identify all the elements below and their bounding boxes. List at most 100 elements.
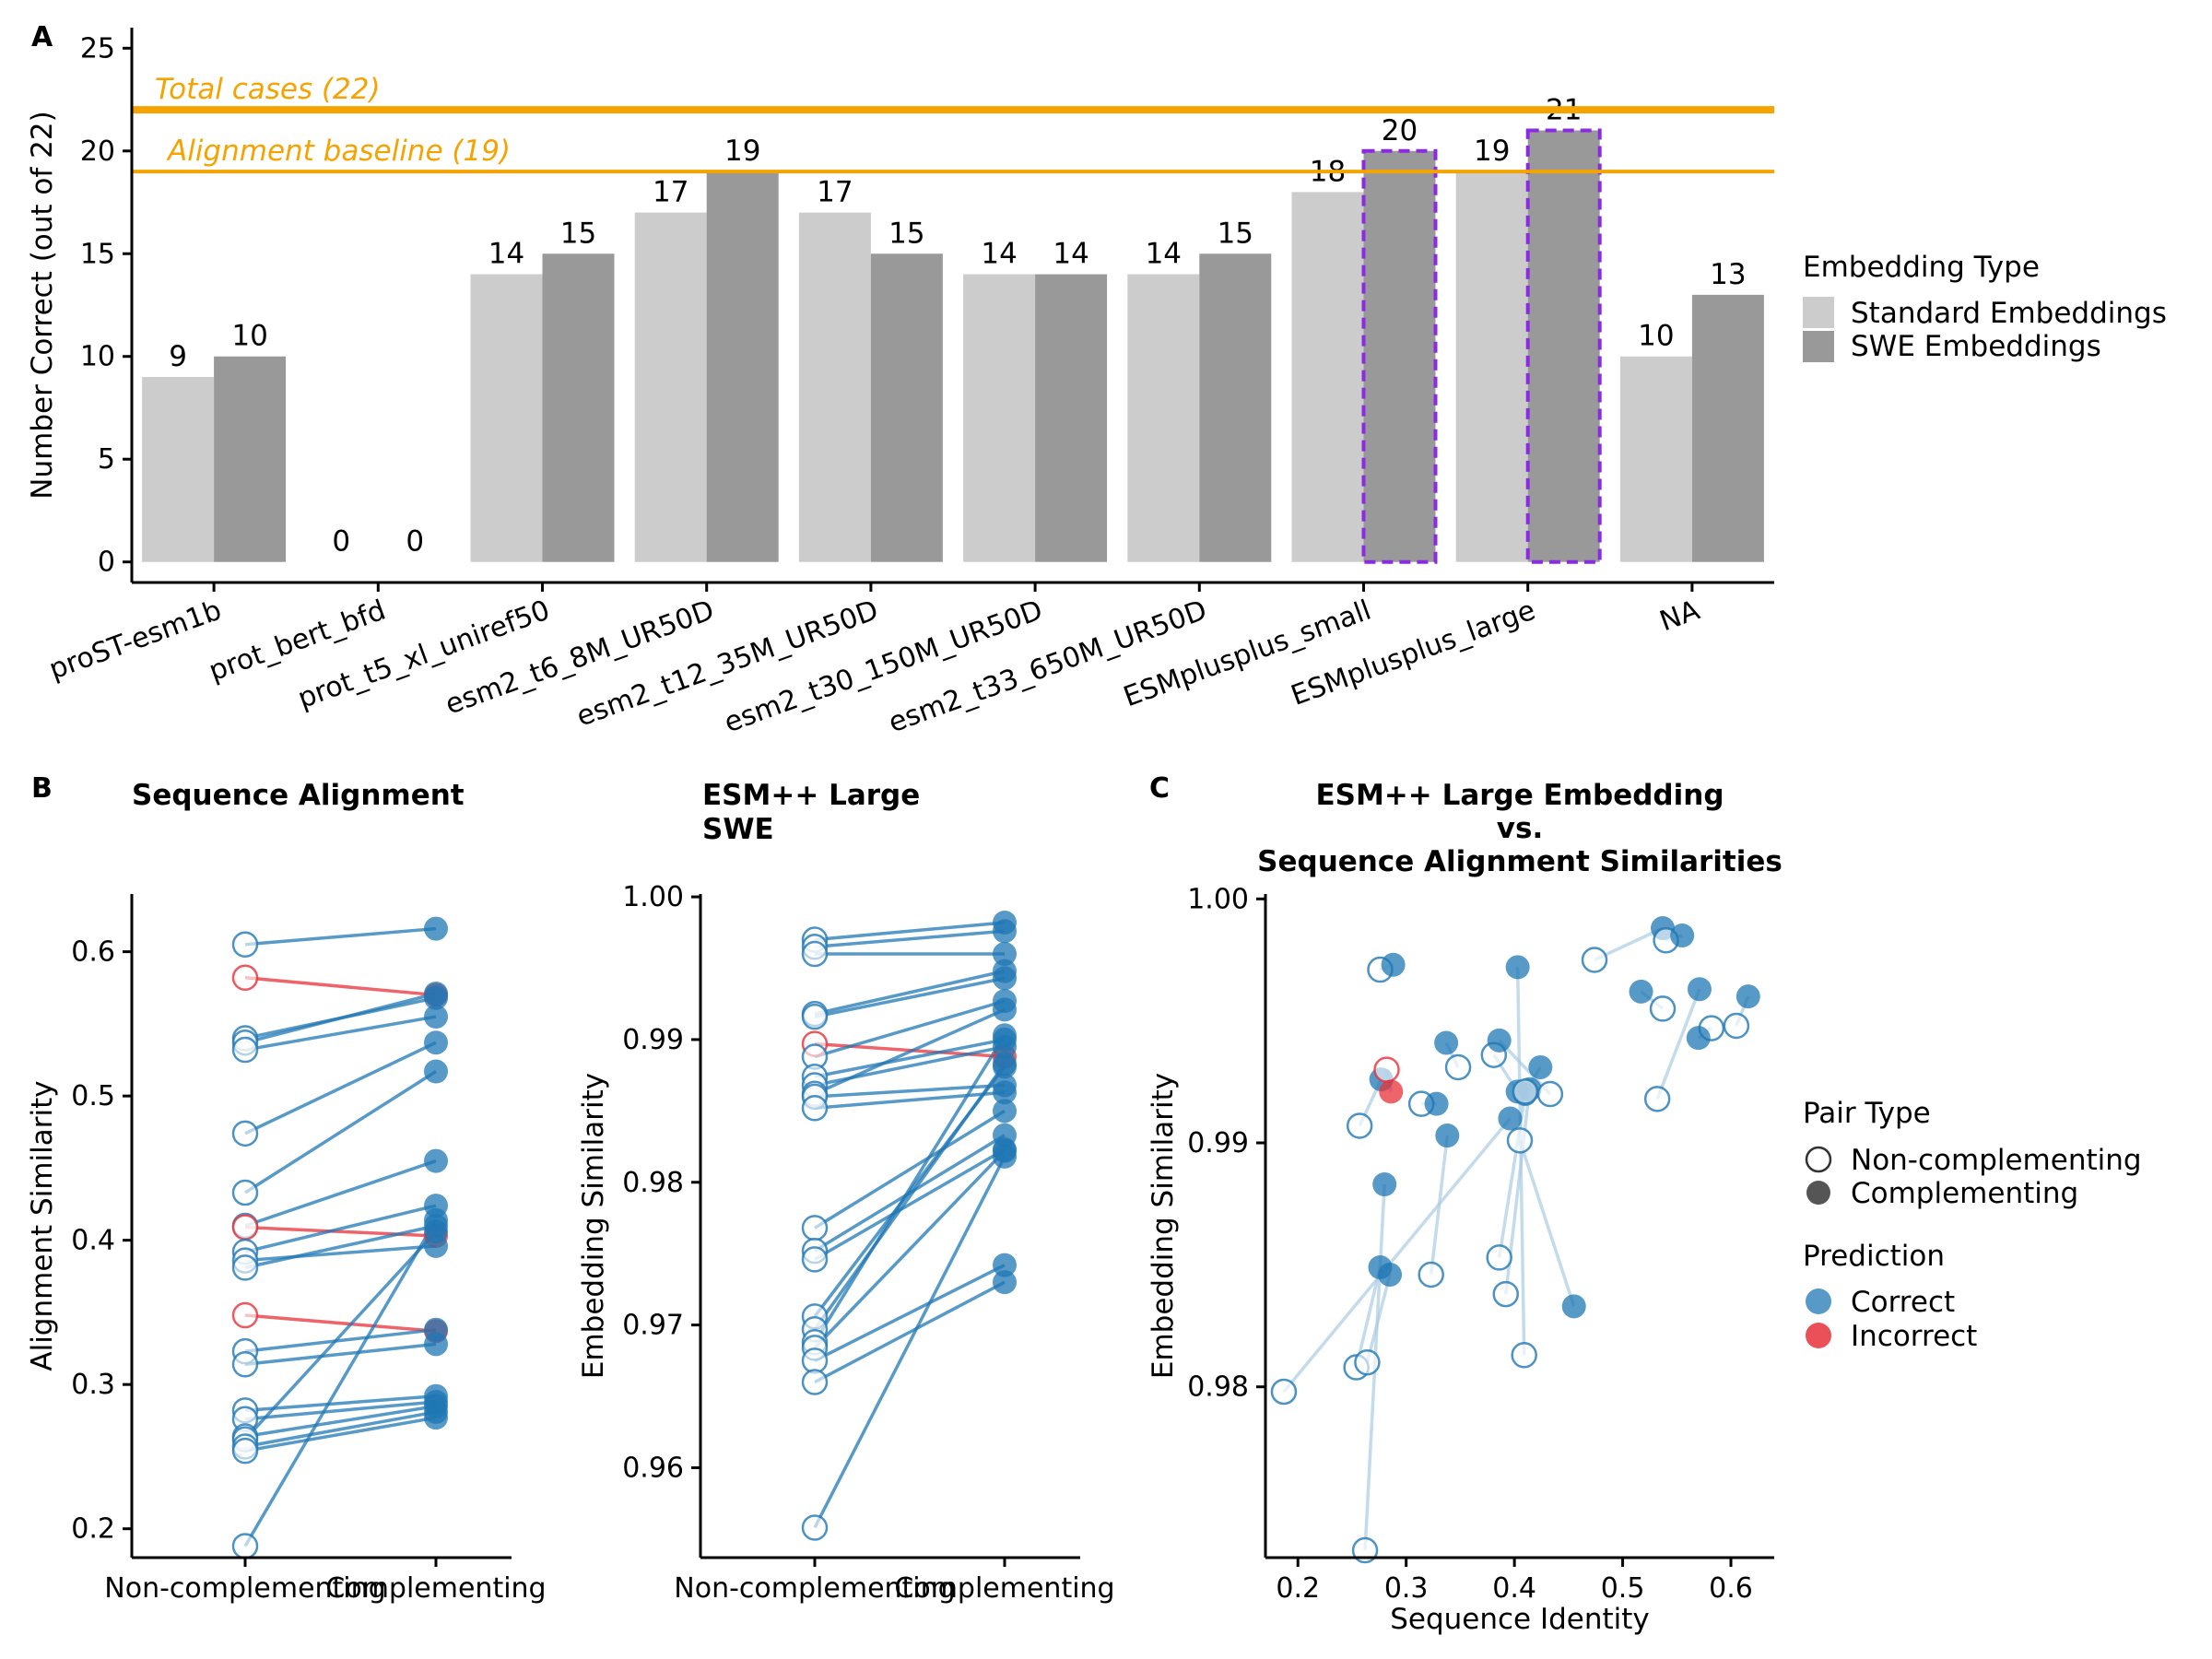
pair-line: [244, 976, 437, 997]
point-complementing: [1561, 1294, 1586, 1319]
point-noncomplementing: [801, 1514, 829, 1541]
bar-label: 19: [724, 135, 760, 168]
x-tick-label: Non-complementing: [104, 1572, 385, 1605]
legend-standard-label: Standard Embeddings: [1851, 297, 2167, 330]
x-tick-label: 0.2: [1276, 1572, 1320, 1605]
point-noncomplementing: [1486, 1244, 1512, 1271]
point-noncomplementing: [231, 964, 259, 992]
pair-line: [814, 929, 1006, 949]
pair-line: [813, 1063, 1006, 1331]
bar-label: 10: [231, 320, 267, 353]
point-complementing: [424, 1005, 448, 1030]
pair-line: [244, 1410, 437, 1449]
y-tick-label: 0.3: [71, 1369, 115, 1401]
bar-label: 0: [406, 525, 424, 559]
legend-prediction-title: Prediction: [1803, 1240, 1945, 1273]
x-tick-label: 0.4: [1492, 1572, 1536, 1605]
pair-link: [1354, 1266, 1382, 1368]
pair-line: [813, 1156, 1006, 1529]
x-tick-label: Complementing: [325, 1572, 546, 1605]
pair-line: [244, 1225, 437, 1238]
pair-line: [814, 1109, 1006, 1230]
pair-line: [244, 1313, 437, 1334]
pair-link: [1515, 967, 1526, 1356]
bar-label: 19: [1474, 135, 1510, 168]
y-tick-label: 0.99: [622, 1024, 684, 1056]
pair-line: [814, 1038, 1006, 1078]
x-tick-label: Complementing: [894, 1572, 1114, 1605]
y-tick-label: 0.99: [1187, 1127, 1249, 1159]
highlight-box: [1361, 148, 1438, 564]
x-tick-label: proST-esm1b: [45, 594, 226, 687]
point-noncomplementing: [1492, 1280, 1519, 1308]
y-tick-label: 15: [80, 238, 115, 270]
pair-line: [244, 1400, 437, 1421]
bar-label: 15: [1218, 217, 1253, 250]
point-complementing: [1487, 1028, 1512, 1053]
pair-line: [244, 992, 437, 1044]
point-noncomplementing: [801, 1095, 829, 1122]
point-complementing: [424, 916, 448, 941]
bar-label: 9: [169, 340, 187, 373]
pair-line: [244, 1070, 437, 1194]
pair-line: [813, 1034, 1006, 1344]
point-complementing: [424, 1332, 448, 1357]
panel-title: ESM++ Large Embedding: [1315, 779, 1724, 812]
point-noncomplementing: [1649, 995, 1677, 1022]
bar-swe-esm2_t6_8M_UR50D: [706, 171, 779, 562]
bar-standard-NA: [1619, 356, 1692, 562]
point-complementing: [993, 919, 1017, 944]
y-axis-title: Embedding Similarity: [1147, 1073, 1180, 1379]
y-tick-label: 0.2: [71, 1513, 115, 1546]
legend-prediction: Prediction Correct Incorrect: [1803, 1240, 1977, 1353]
pair-line: [814, 1147, 1006, 1261]
point-noncomplementing: [801, 1369, 829, 1395]
point-noncomplementing: [1270, 1378, 1298, 1406]
bar-standard-ESMplusplus_small: [1291, 192, 1364, 562]
panel-letter-a: A: [31, 21, 53, 53]
legend-correct-label: Correct: [1851, 1286, 1955, 1319]
x-tick-label: esm2_t33_650M_UR50D: [884, 594, 1211, 740]
pair-line: [814, 1264, 1006, 1362]
legend-pair-type: Pair Type Non-complementing Complementin…: [1803, 1097, 2142, 1210]
bar-label: 14: [1146, 238, 1182, 271]
point-noncomplementing: [1418, 1261, 1444, 1288]
x-tick-label: 0.5: [1601, 1572, 1645, 1605]
highlight-box: [1525, 128, 1602, 564]
bar-standard-esm2_t30_150M_UR50D: [963, 274, 1036, 562]
panel-title: Sequence Alignment Similarities: [1257, 845, 1783, 878]
panel-title: SWE: [702, 813, 774, 846]
legend-noncomplementing-label: Non-complementing: [1851, 1144, 2142, 1177]
point-noncomplementing: [231, 1036, 259, 1064]
y-tick-label: 0: [98, 547, 115, 579]
point-complementing: [993, 1270, 1017, 1295]
pair-line: [244, 1224, 437, 1270]
point-noncomplementing: [1536, 1080, 1564, 1108]
bar-swe-prot_t5_xl_uniref50: [542, 253, 615, 562]
y-tick-label: 10: [80, 341, 115, 373]
point-noncomplementing: [1346, 1112, 1373, 1139]
pair-line: [243, 1218, 438, 1547]
point-complementing: [424, 1148, 448, 1173]
point-noncomplementing: [231, 1254, 259, 1281]
legend-embedding-title: Embedding Type: [1803, 251, 2040, 284]
point-complementing: [1435, 1124, 1460, 1148]
reference-label: Alignment baseline (19): [166, 135, 511, 168]
point-complementing: [424, 1207, 448, 1232]
bar-label: 17: [653, 176, 688, 209]
point-complementing: [1381, 952, 1406, 977]
y-axis-title: Alignment Similarity: [26, 1080, 59, 1371]
point-noncomplementing: [231, 1120, 259, 1147]
point-complementing: [1434, 1030, 1459, 1055]
panel-b-sequence-alignment: Sequence Alignment 0.2 0.3 0.4 0.5 0.6 Non-com…: [26, 779, 547, 1605]
y-tick-label: 0.98: [1187, 1371, 1249, 1404]
y-tick-label: 20: [80, 135, 115, 168]
point-complementing: [1498, 1106, 1523, 1131]
pair-line: [244, 1015, 437, 1052]
pair-line: [244, 1159, 437, 1228]
pair-line: [814, 921, 1006, 942]
bar-label: 15: [888, 217, 924, 250]
y-axis-title: Embedding Similarity: [577, 1073, 610, 1379]
point-complementing: [1379, 1079, 1404, 1104]
